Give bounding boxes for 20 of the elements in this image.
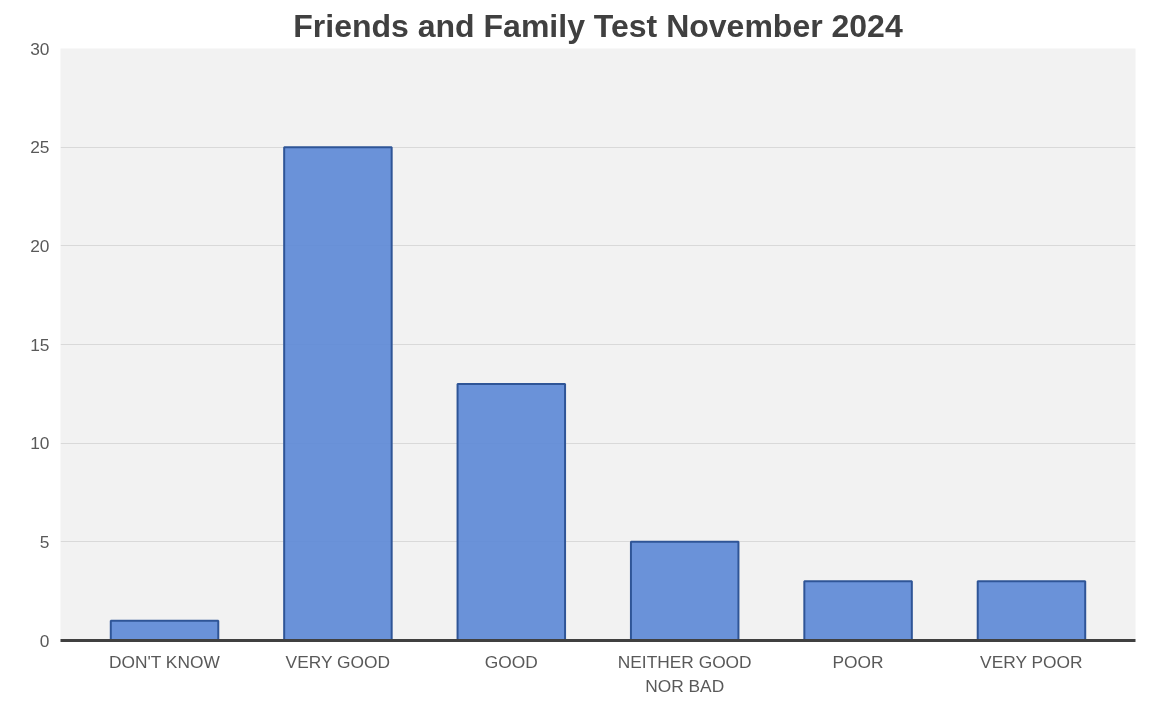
y-tick-label: 0 [39,630,50,651]
bar [109,619,220,641]
bar [456,382,567,641]
bar [629,540,740,641]
y-tick-label: 15 [30,334,50,355]
x-tick-label: VERY GOOD [285,651,390,672]
x-tick-label: GOOD [484,651,538,672]
x-tick-label: DON'T KNOW [108,651,221,672]
bar [283,146,393,641]
y-tick-label: 20 [30,235,50,256]
chart-title: Friends and Family Test November 2024 [293,7,903,44]
y-tick-label: 5 [39,531,50,552]
y-tick-label: 25 [30,137,50,158]
bar [803,580,913,641]
x-tick-label: VERY POOR [980,651,1083,672]
bar [976,580,1087,641]
x-tick-label: NEITHER GOOD NOR BAD [617,651,752,696]
y-tick-label: 30 [30,38,50,59]
y-tick-label: 10 [30,433,50,454]
x-tick-label: POOR [832,651,884,672]
